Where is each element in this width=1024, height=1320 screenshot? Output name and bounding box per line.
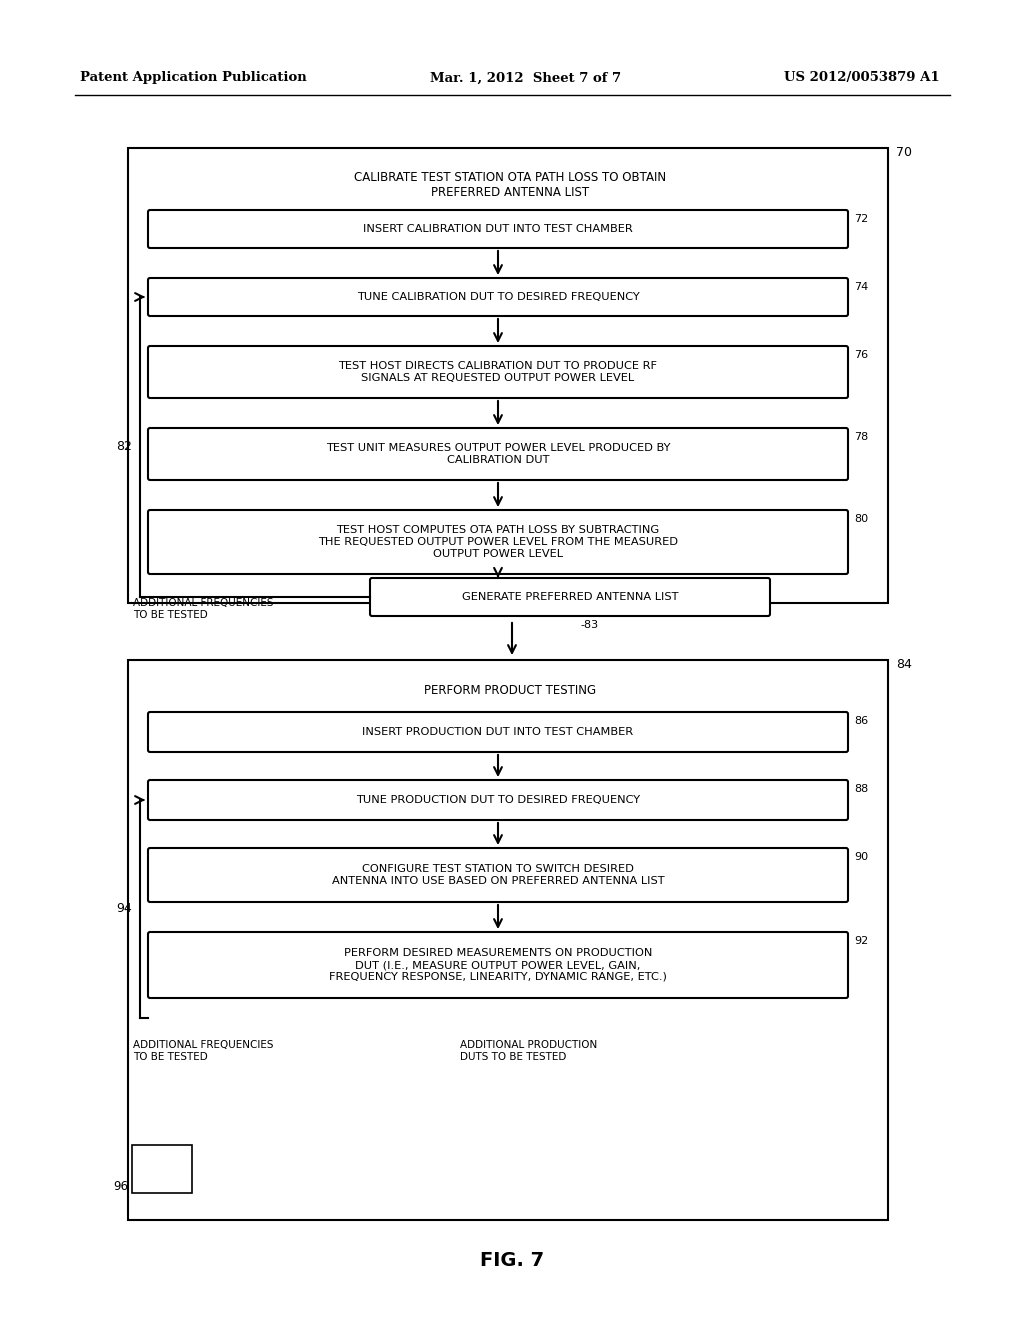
FancyBboxPatch shape [148, 711, 848, 752]
Text: PERFORM PRODUCT TESTING: PERFORM PRODUCT TESTING [424, 684, 596, 697]
FancyBboxPatch shape [148, 346, 848, 399]
Text: FIG. 7: FIG. 7 [480, 1250, 544, 1270]
Text: TUNE PRODUCTION DUT TO DESIRED FREQUENCY: TUNE PRODUCTION DUT TO DESIRED FREQUENCY [356, 795, 640, 805]
FancyBboxPatch shape [370, 578, 770, 616]
Text: INSERT CALIBRATION DUT INTO TEST CHAMBER: INSERT CALIBRATION DUT INTO TEST CHAMBER [364, 224, 633, 234]
FancyBboxPatch shape [148, 847, 848, 902]
Text: CONFIGURE TEST STATION TO SWITCH DESIRED
ANTENNA INTO USE BASED ON PREFERRED ANT: CONFIGURE TEST STATION TO SWITCH DESIRED… [332, 865, 665, 886]
Text: 82: 82 [116, 441, 132, 454]
Text: TEST HOST COMPUTES OTA PATH LOSS BY SUBTRACTING
THE REQUESTED OUTPUT POWER LEVEL: TEST HOST COMPUTES OTA PATH LOSS BY SUBT… [318, 525, 678, 558]
FancyBboxPatch shape [148, 932, 848, 998]
Text: 94: 94 [117, 903, 132, 916]
Text: ADDITIONAL PRODUCTION
DUTS TO BE TESTED: ADDITIONAL PRODUCTION DUTS TO BE TESTED [460, 1040, 597, 1061]
Text: 90: 90 [854, 851, 868, 862]
Text: 78: 78 [854, 432, 868, 442]
Text: TEST UNIT MEASURES OUTPUT POWER LEVEL PRODUCED BY
CALIBRATION DUT: TEST UNIT MEASURES OUTPUT POWER LEVEL PR… [326, 444, 671, 465]
Bar [128, 660, 888, 1220]
Text: GENERATE PREFERRED ANTENNA LIST: GENERATE PREFERRED ANTENNA LIST [462, 591, 678, 602]
Text: 96: 96 [113, 1180, 128, 1193]
Bar [128, 148, 888, 603]
Text: 92: 92 [854, 936, 868, 946]
Text: TUNE CALIBRATION DUT TO DESIRED FREQUENCY: TUNE CALIBRATION DUT TO DESIRED FREQUENC… [356, 292, 639, 302]
Text: ADDITIONAL FREQUENCIES
TO BE TESTED: ADDITIONAL FREQUENCIES TO BE TESTED [133, 1040, 273, 1061]
Text: CALIBRATE TEST STATION OTA PATH LOSS TO OBTAIN
PREFERRED ANTENNA LIST: CALIBRATE TEST STATION OTA PATH LOSS TO … [354, 172, 666, 199]
Text: INSERT PRODUCTION DUT INTO TEST CHAMBER: INSERT PRODUCTION DUT INTO TEST CHAMBER [362, 727, 634, 737]
Text: 84: 84 [896, 657, 912, 671]
Text: -83: -83 [580, 620, 598, 630]
Text: 76: 76 [854, 350, 868, 360]
Text: 80: 80 [854, 513, 868, 524]
Bar [132, 1144, 193, 1193]
FancyBboxPatch shape [148, 210, 848, 248]
Text: 72: 72 [854, 214, 868, 224]
Text: 70: 70 [896, 147, 912, 158]
Text: TEST HOST DIRECTS CALIBRATION DUT TO PRODUCE RF
SIGNALS AT REQUESTED OUTPUT POWE: TEST HOST DIRECTS CALIBRATION DUT TO PRO… [339, 362, 657, 383]
FancyBboxPatch shape [148, 428, 848, 480]
Text: PERFORM DESIRED MEASUREMENTS ON PRODUCTION
DUT (I.E., MEASURE OUTPUT POWER LEVEL: PERFORM DESIRED MEASUREMENTS ON PRODUCTI… [329, 948, 667, 982]
Text: 74: 74 [854, 282, 868, 292]
Text: Mar. 1, 2012  Sheet 7 of 7: Mar. 1, 2012 Sheet 7 of 7 [430, 71, 622, 84]
Text: Patent Application Publication: Patent Application Publication [80, 71, 307, 84]
Text: 86: 86 [854, 715, 868, 726]
Text: 88: 88 [854, 784, 868, 795]
FancyBboxPatch shape [148, 780, 848, 820]
Text: US 2012/0053879 A1: US 2012/0053879 A1 [784, 71, 940, 84]
FancyBboxPatch shape [148, 279, 848, 315]
FancyBboxPatch shape [148, 510, 848, 574]
Text: ADDITIONAL FREQUENCIES
TO BE TESTED: ADDITIONAL FREQUENCIES TO BE TESTED [133, 598, 273, 619]
